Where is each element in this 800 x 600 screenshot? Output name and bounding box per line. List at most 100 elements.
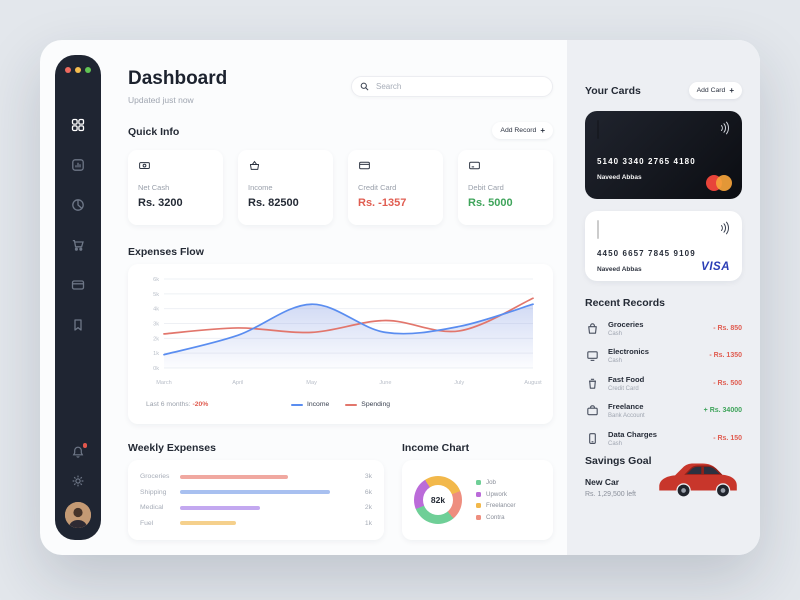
svg-text:June: June <box>379 380 391 386</box>
search-icon <box>360 82 369 91</box>
expenses-flow-title: Expenses Flow <box>128 246 204 258</box>
quick-info-cards: Net Cash Rs. 3200 Income Rs. 82500 Credi… <box>128 150 553 225</box>
quick-info-value: Rs. -1357 <box>358 197 407 209</box>
record-amount: - Rs. 500 <box>713 379 742 387</box>
flow-footnote-label: Last 6 months: <box>146 401 191 408</box>
debit-card-card[interactable]: Debit Card Rs. 5000 <box>458 150 553 225</box>
weekly-bar-track <box>180 521 354 526</box>
your-cards-header: Your Cards Add Card + <box>585 82 742 99</box>
close-window-button[interactable] <box>65 67 71 73</box>
bell-icon[interactable] <box>70 443 87 460</box>
quick-info-label: Net Cash <box>138 183 170 192</box>
record-subtitle: Cash <box>608 330 623 337</box>
add-card-button[interactable]: Add Card + <box>688 82 742 99</box>
quick-info-value: Rs. 3200 <box>138 197 183 209</box>
donut-total: 82k <box>430 495 446 505</box>
donut-legend-label: Contra <box>486 513 505 521</box>
record-row[interactable]: Groceries Cash - Rs. 850 <box>585 317 742 339</box>
weekly-value: 2k <box>364 504 372 512</box>
record-title: Fast Food <box>608 374 645 384</box>
donut-legend-label: Job <box>486 479 496 487</box>
record-amount: - Rs. 1350 <box>709 352 742 359</box>
flow-footnote: Last 6 months: -20% <box>146 401 208 408</box>
add-record-button[interactable]: Add Record + <box>492 122 553 139</box>
donut-legend-item: Contra <box>476 514 516 521</box>
record-title: Groceries <box>608 319 644 329</box>
page-subtitle: Updated just now <box>128 95 194 105</box>
record-title: Electronics <box>608 347 649 356</box>
weekly-label: Fuel <box>140 519 154 527</box>
quick-info-value: Rs. 82500 <box>248 197 299 209</box>
credit-card-black[interactable]: 5140 3340 2765 4180 Naveed Abbas <box>585 111 742 199</box>
weekly-value: 3k <box>364 473 372 481</box>
svg-text:3k: 3k <box>153 322 159 328</box>
record-row[interactable]: Data Charges Cash - Rs. 150 <box>585 427 742 449</box>
gear-icon[interactable] <box>70 473 86 489</box>
donut-legend-label: Freelancer <box>486 502 516 510</box>
contra-swatch <box>476 514 481 520</box>
user-avatar[interactable] <box>65 502 91 528</box>
weekly-row: Shipping 6k <box>140 485 372 501</box>
sidebar-bottom <box>65 443 91 528</box>
record-subtitle: Bank Account <box>608 413 645 419</box>
search-input[interactable] <box>374 81 544 92</box>
add-card-label: Add Card <box>696 87 726 94</box>
electronics-icon <box>585 348 600 363</box>
svg-text:1k: 1k <box>153 351 159 357</box>
income-card[interactable]: Income Rs. 82500 <box>238 150 333 225</box>
legend-income-label: Income <box>306 401 330 408</box>
freelance-icon <box>585 403 600 418</box>
quick-info-label: Income <box>248 183 273 192</box>
weekly-label: Shipping <box>140 488 167 496</box>
bookmark-icon[interactable] <box>70 317 86 333</box>
svg-text:March: March <box>156 380 172 386</box>
minimize-window-button[interactable] <box>75 67 81 73</box>
quick-info-title: Quick Info <box>128 126 180 138</box>
record-row[interactable]: Electronics Cash - Rs. 1350 <box>585 345 742 367</box>
record-row[interactable]: Freelance Bank Account + Rs. 34000 <box>585 400 742 422</box>
savings-goal-title: Savings Goal <box>585 455 652 467</box>
weekly-bar <box>180 474 288 479</box>
groceries-icon <box>585 321 600 336</box>
credit-card-icon <box>358 159 371 176</box>
spending-line-swatch <box>345 403 358 406</box>
flow-footnote-value: -20% <box>192 401 209 408</box>
credit-card-white[interactable]: 4450 6657 7845 9109 Naveed Abbas VISA <box>585 211 742 281</box>
savings-goal-remaining: Rs. 1,29,500 left <box>585 491 636 498</box>
flow-legend: Income Spending <box>138 401 543 408</box>
dashboard-grid-icon[interactable] <box>70 117 86 133</box>
pie-chart-icon[interactable] <box>70 197 86 213</box>
cart-icon[interactable] <box>70 237 86 253</box>
contactless-icon <box>720 121 730 135</box>
sidebar <box>55 55 101 540</box>
contactless-icon <box>720 221 730 235</box>
stats-icon[interactable] <box>70 157 86 173</box>
income-chart-card: 82k Job Upwork Freelancer Contra <box>402 460 553 540</box>
svg-text:5k: 5k <box>153 292 159 298</box>
weekly-expenses-title: Weekly Expenses <box>128 442 216 454</box>
record-row[interactable]: Fast Food Credit Card - Rs. 500 <box>585 372 742 394</box>
plus-icon: + <box>729 86 734 95</box>
your-cards-title: Your Cards <box>585 84 641 97</box>
card-holder: Naveed Abbas <box>597 174 642 181</box>
credit-card-card[interactable]: Credit Card Rs. -1357 <box>348 150 443 225</box>
svg-text:2k: 2k <box>153 336 159 342</box>
net-cash-card[interactable]: Net Cash Rs. 3200 <box>128 150 223 225</box>
expenses-flow-card: 6k 5k 4k 3k 2k 1k 0k March April May June July Augus… <box>128 264 553 424</box>
visa-logo-icon: VISA <box>701 261 730 273</box>
record-amount: + Rs. 34000 <box>703 407 742 414</box>
card-holder: Naveed Abbas <box>597 266 642 273</box>
zoom-window-button[interactable] <box>85 67 91 73</box>
svg-text:August: August <box>524 380 542 386</box>
weekly-row: Groceries 3k <box>140 469 372 485</box>
record-subtitle: Cash <box>608 440 623 447</box>
window-controls <box>65 67 91 73</box>
record-title: Data Charges <box>608 429 657 439</box>
svg-text:May: May <box>306 380 317 386</box>
svg-text:0k: 0k <box>153 366 159 372</box>
job-swatch <box>476 480 481 486</box>
quick-info-value: Rs. 5000 <box>468 197 513 209</box>
income-donut: 82k <box>414 476 462 524</box>
right-panel: Your Cards Add Card + 5140 3340 2765 418… <box>567 40 760 555</box>
wallet-icon[interactable] <box>70 277 86 293</box>
